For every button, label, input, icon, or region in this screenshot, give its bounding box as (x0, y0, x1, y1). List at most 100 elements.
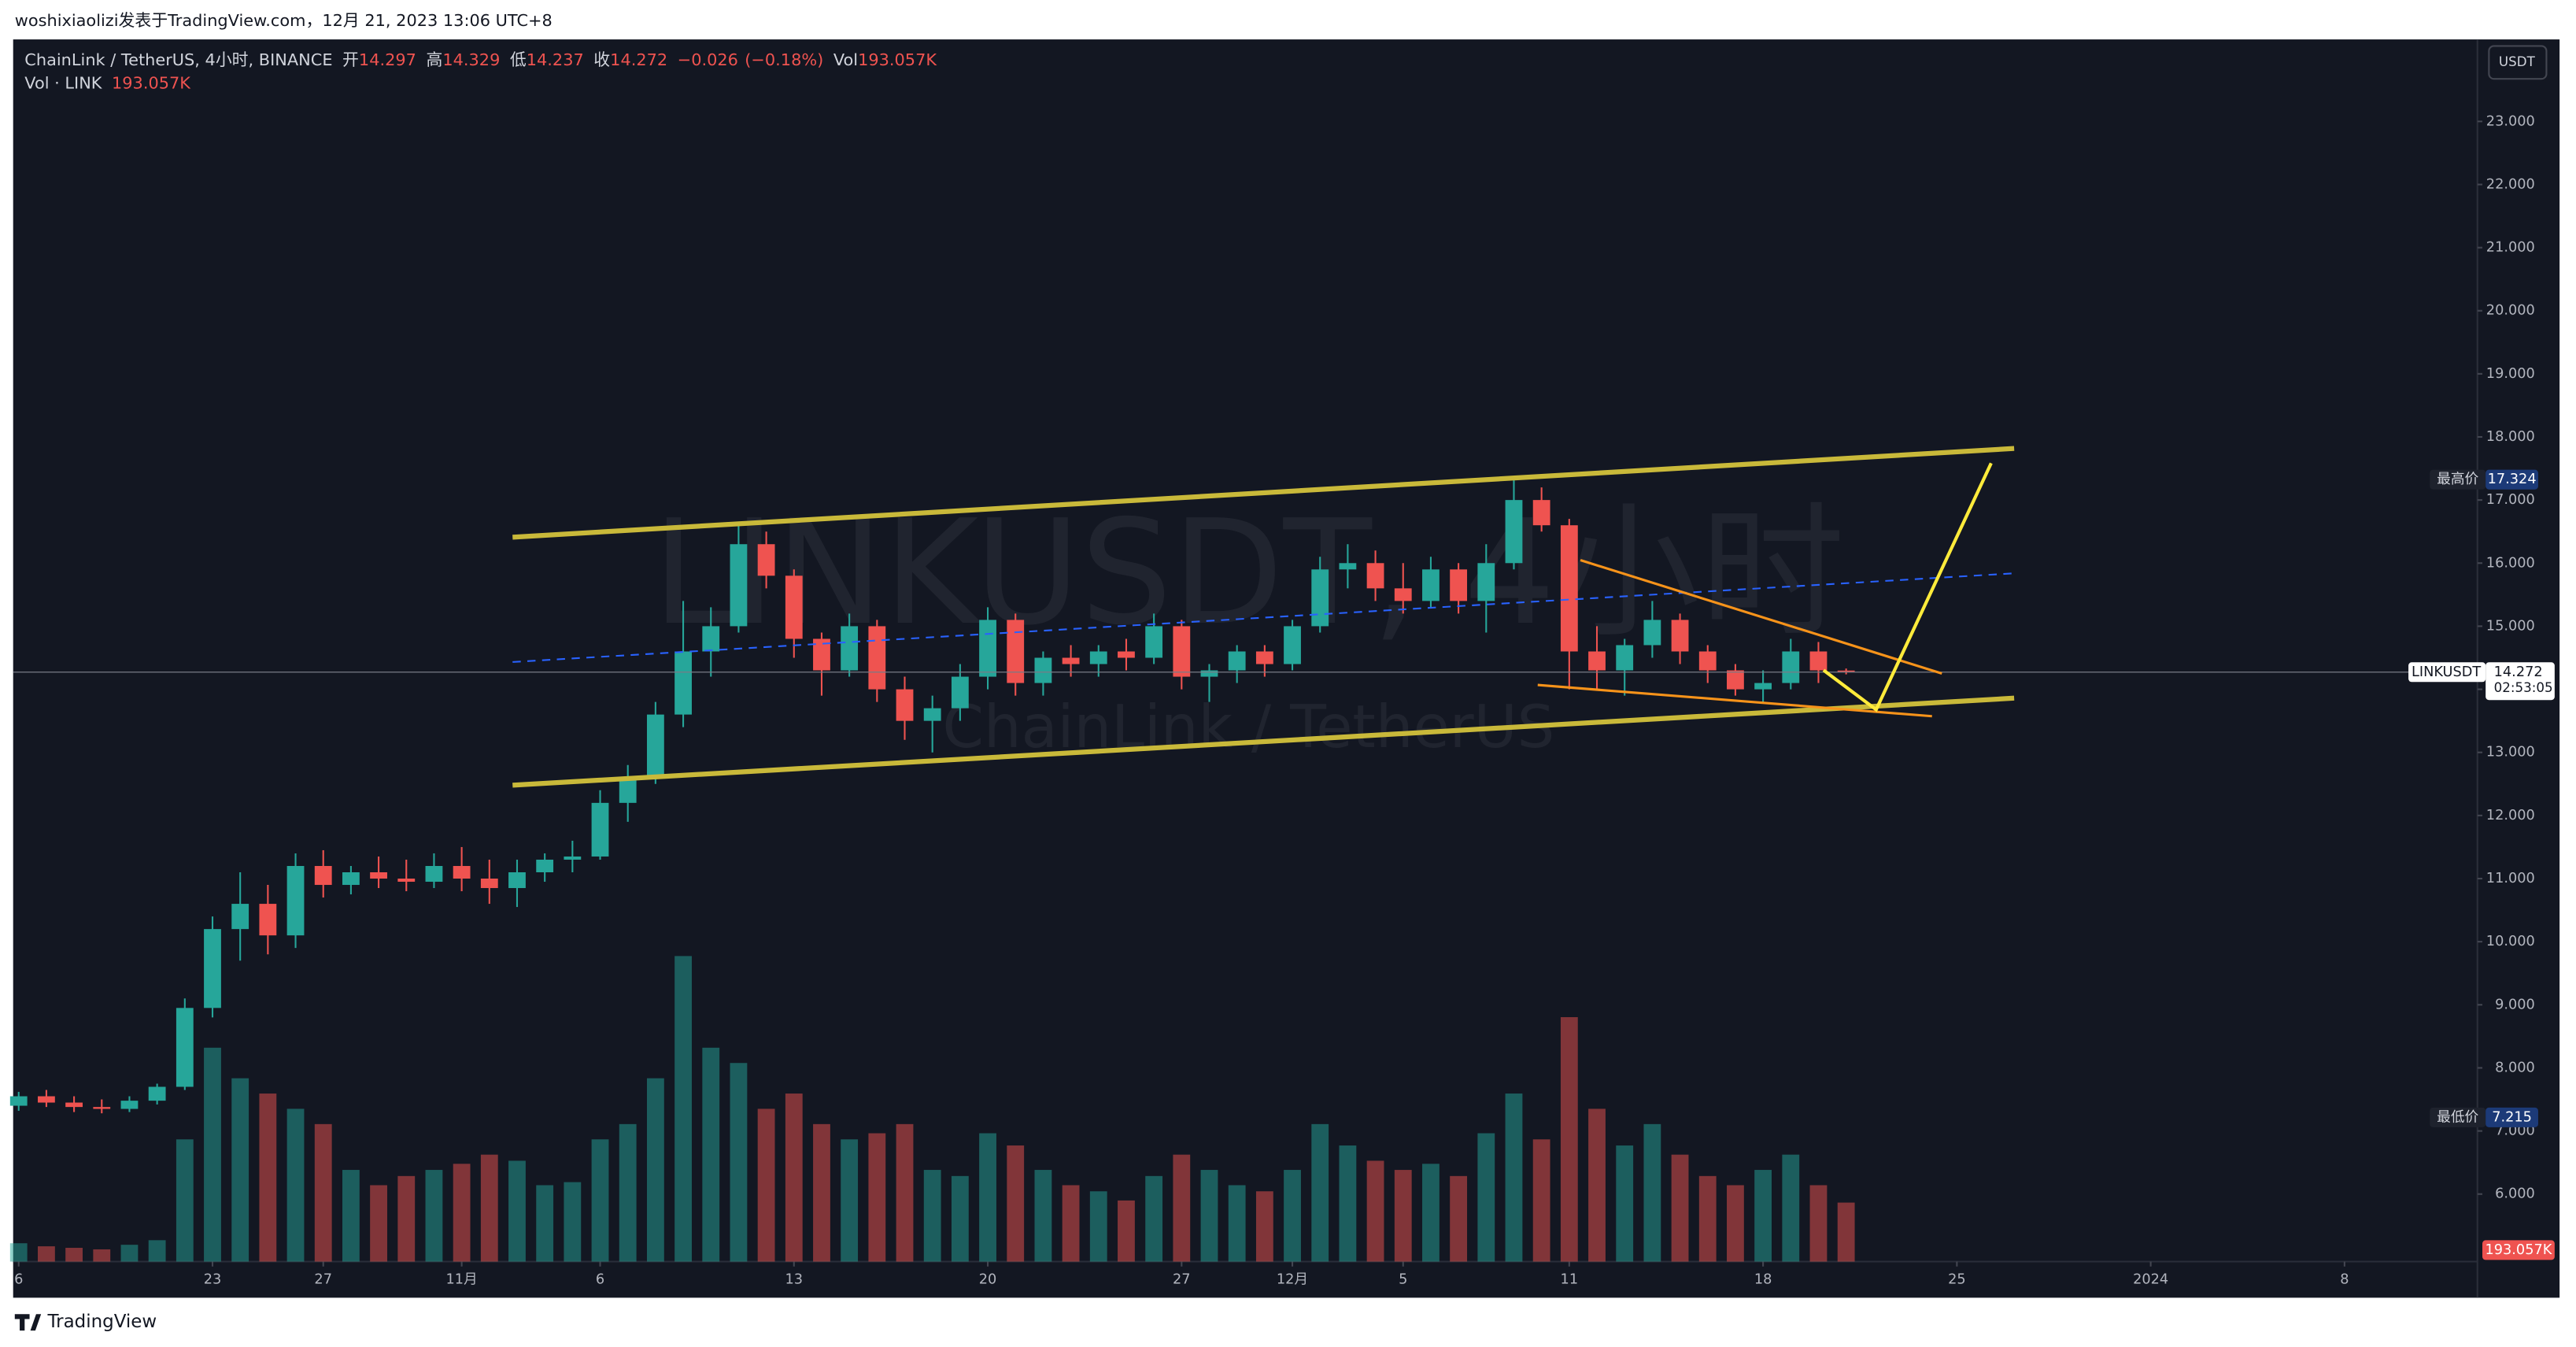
volume-bar (65, 1248, 83, 1262)
candle-body (757, 544, 775, 576)
header: woshixiaolizi发表于TradingView.com，12月 21, … (15, 11, 553, 30)
volume-bar (619, 1123, 637, 1262)
candle-body (231, 904, 249, 930)
legend-close: 14.272 (610, 50, 667, 69)
volume-bar (1173, 1154, 1191, 1262)
candle-body (591, 802, 609, 857)
candle-body (1754, 683, 1772, 690)
volume-bar (1366, 1160, 1384, 1262)
last-volume-box (2482, 1240, 2555, 1260)
countdown: 02:53:05 (2494, 680, 2553, 695)
candle-body (785, 575, 803, 639)
y-tick-label: 16.000 (2486, 555, 2535, 571)
volume-legend-value: 193.057K (112, 73, 191, 92)
candle-layer (9, 479, 1855, 1114)
volume-bar (1727, 1185, 1744, 1262)
candle-body (923, 708, 941, 721)
candle-body (646, 714, 664, 778)
volume-bar (1837, 1202, 1855, 1262)
volume-bar (1505, 1094, 1523, 1262)
candle-body (1007, 620, 1025, 683)
y-tick-label: 21.000 (2486, 240, 2535, 256)
legend-change-pct: (−0.18%) (745, 50, 823, 69)
footer-brand: TradingView (47, 1312, 157, 1332)
volume-layer (9, 956, 1855, 1262)
x-tick-label: 2024 (2133, 1271, 2168, 1287)
volume-legend: Vol · LINK 193.057K (24, 73, 191, 92)
volume-bar (1228, 1185, 1246, 1262)
y-tick-label: 19.000 (2486, 366, 2535, 382)
volume-legend-name: Vol · LINK (24, 73, 102, 92)
candle-body (370, 871, 387, 879)
volume-bar (1145, 1175, 1163, 1262)
x-tick-label: 20 (979, 1271, 997, 1287)
currency-button[interactable] (2488, 45, 2548, 80)
candle-body (38, 1096, 55, 1103)
candle-body (1366, 563, 1384, 589)
volume-bar (204, 1047, 221, 1262)
candle-body (1255, 651, 1273, 664)
volume-bar (1007, 1145, 1025, 1262)
candle-body (1616, 645, 1634, 671)
y-tick-label: 13.000 (2486, 745, 2535, 760)
volume-bar (1477, 1133, 1495, 1262)
x-tick-label: 6 (14, 1271, 23, 1287)
legend-low-label: 低 (510, 50, 527, 69)
volume-bar (508, 1160, 526, 1262)
volume-bar (176, 1139, 194, 1262)
x-tick-label: 5 (1399, 1271, 1407, 1287)
candle-body (397, 879, 416, 883)
legend: ChainLink / TetherUS, 4小时, BINANCE 开14.29… (24, 50, 937, 69)
low-tag-box (2430, 1107, 2486, 1127)
x-tick-label: 27 (314, 1271, 332, 1287)
footer-logo (14, 1314, 42, 1331)
volume-bar (841, 1139, 859, 1262)
candle-body (1837, 670, 1855, 672)
channel-upper (512, 446, 2015, 540)
volume-bar (1089, 1191, 1107, 1262)
currency-button-label[interactable]: USDT (2499, 54, 2536, 69)
legend-vol: 193.057K (858, 50, 937, 69)
y-tick-label: 22.000 (2486, 176, 2535, 192)
volume-bar (591, 1139, 609, 1262)
last-symbol-box (2408, 662, 2486, 683)
volume-bar (951, 1175, 969, 1262)
volume-bar (1782, 1154, 1800, 1262)
legend-open-label: 开 (342, 50, 359, 69)
y-tick-label: 8.000 (2495, 1060, 2535, 1075)
volume-bar (1754, 1170, 1772, 1262)
candle-body (1560, 525, 1578, 652)
volume-bar (1616, 1145, 1634, 1262)
x-tick-label: 23 (204, 1271, 222, 1287)
candle-body (1339, 563, 1357, 570)
volume-bar (286, 1108, 305, 1262)
candle-body (176, 1008, 194, 1087)
candle-body (813, 638, 830, 671)
projection-path (1822, 462, 1993, 712)
legend-vol-label: Vol (833, 50, 858, 69)
y-tick-label: 23.000 (2486, 113, 2535, 129)
candle-body (702, 626, 720, 652)
candle-body (453, 865, 471, 879)
volume-bar (979, 1133, 996, 1262)
y-tick-label: 18.000 (2486, 429, 2535, 445)
candle-body (1698, 651, 1717, 671)
candle-body (896, 689, 914, 721)
volume-bar (1062, 1185, 1080, 1262)
high-tag: 最高价 (2437, 471, 2478, 487)
logo-icon (14, 1314, 42, 1331)
x-tick-label: 27 (1173, 1271, 1191, 1287)
volume-bar (1339, 1145, 1357, 1262)
candle-body (979, 620, 996, 677)
volume-bar (425, 1170, 443, 1262)
x-tick-label: 11 (1561, 1271, 1579, 1287)
volume-bar (9, 1243, 28, 1262)
volume-bar (1588, 1108, 1606, 1262)
volume-bar (1643, 1123, 1661, 1262)
volume-bar (730, 1063, 748, 1262)
x-tick-label: 8 (2340, 1271, 2349, 1287)
drawings (512, 446, 2015, 788)
candle-body (1145, 626, 1163, 658)
volume-bar (370, 1185, 387, 1262)
